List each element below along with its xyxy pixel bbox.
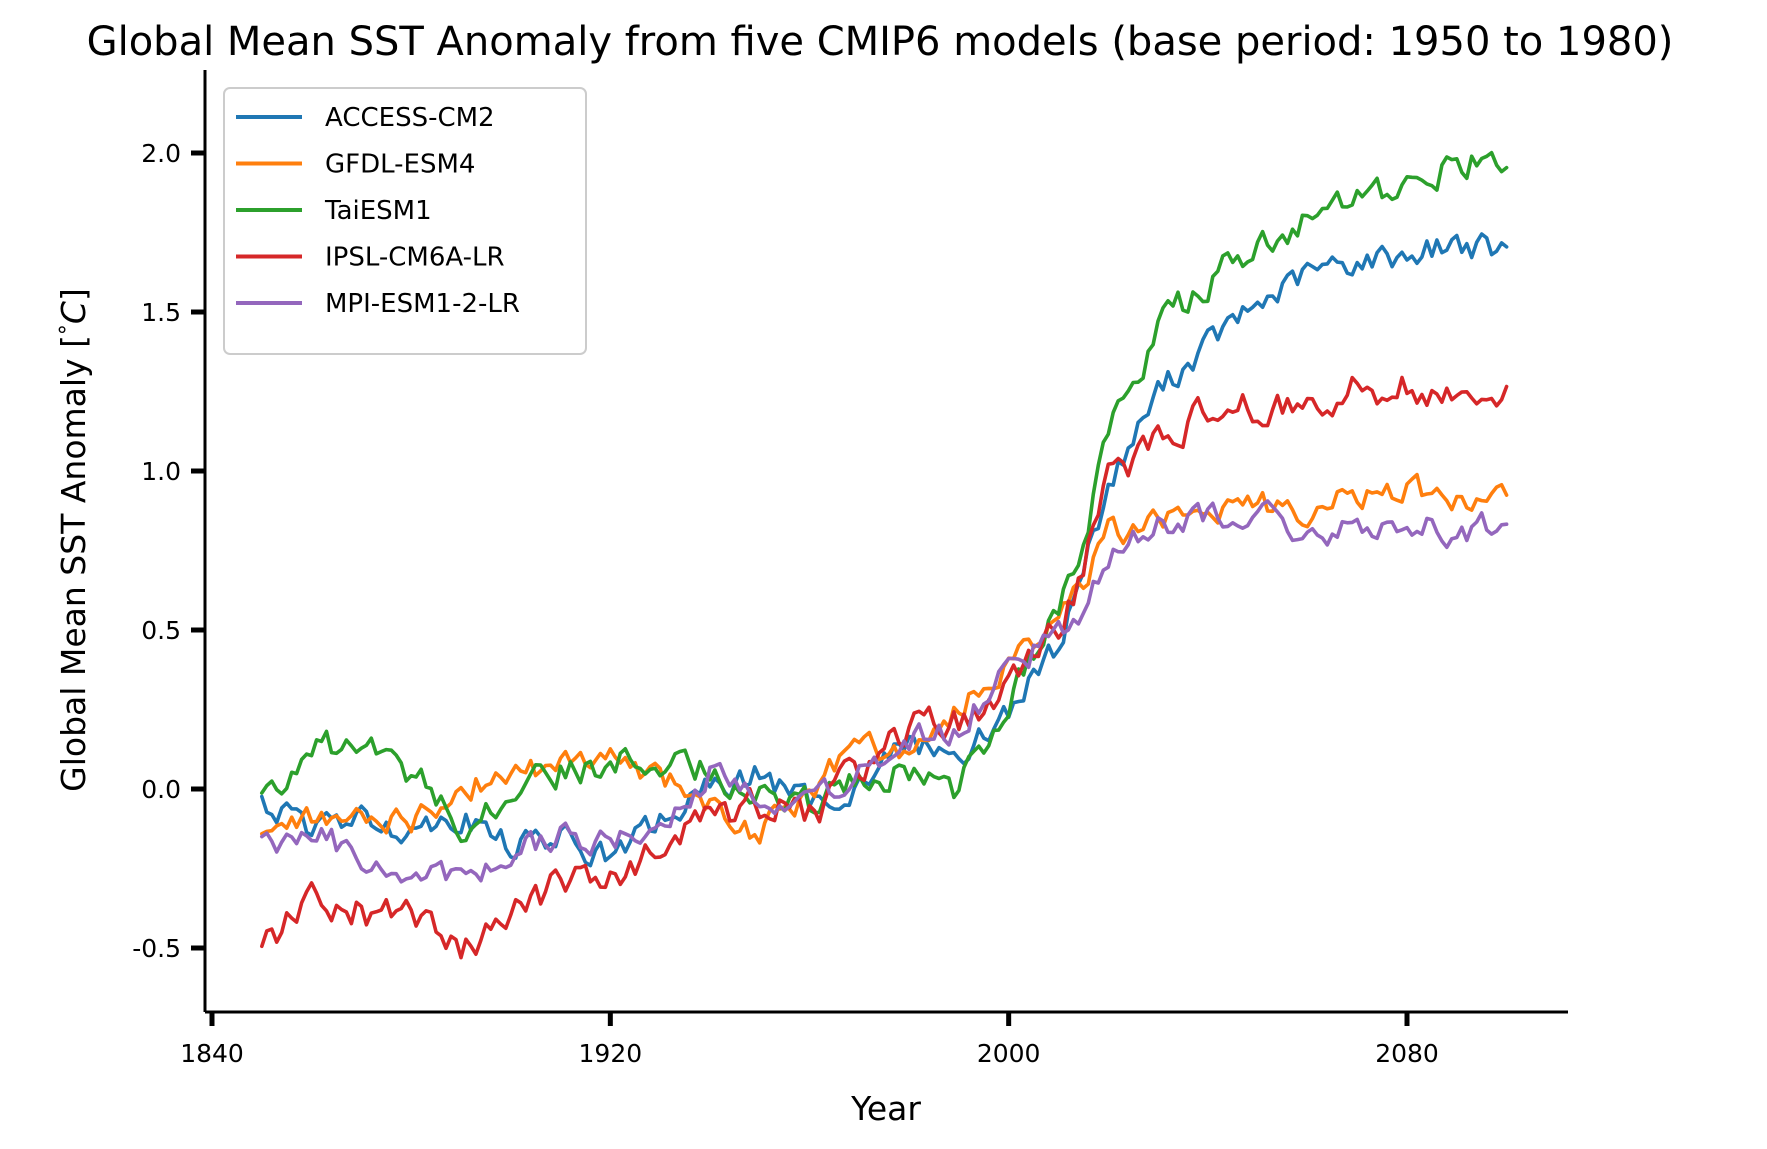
chart-title: Global Mean SST Anomaly from five CMIP6 … [87,19,1674,65]
x-axis-ticks: 1840 1920 2000 2080 [180,1012,1439,1068]
series-line-ipsl-cm6a-lr [260,375,1509,960]
plot-area [260,150,1509,960]
x-tick-label: 1920 [579,1039,643,1068]
series-line-access-cm2 [260,232,1509,868]
series-line-mpi-esm1-2-lr [260,499,1509,884]
legend-label: IPSL-CM6A-LR [325,243,505,273]
x-tick-label: 2000 [977,1039,1041,1068]
y-tick-label: -0.5 [132,934,181,963]
y-axis-label: Global Mean SST Anomaly [°C] [54,288,93,792]
series-layer [260,150,1509,960]
x-tick-label: 2080 [1375,1039,1439,1068]
y-axis-ticks: -0.5 0.0 0.5 1.0 1.5 2.0 [132,139,205,963]
x-tick-label: 1840 [180,1039,244,1068]
y-tick-label: 1.0 [141,457,181,486]
legend-label: TaiESM1 [324,196,432,226]
legend-frame [223,87,587,355]
y-tick-label: 0.5 [141,616,181,645]
series-line-taiesm1 [260,150,1509,844]
y-tick-label: 1.5 [141,298,181,327]
y-tick-label: 2.0 [141,139,181,168]
legend-label: ACCESS-CM2 [325,103,495,133]
legend: ACCESS-CM2 GFDL-ESM4 TaiESM1 IPSL-CM6A-LR MP… [223,87,587,355]
y-tick-label: 0.0 [141,775,181,804]
legend-items: ACCESS-CM2 GFDL-ESM4 TaiESM1 IPSL-CM6A-LR MP… [236,103,520,319]
legend-label: MPI-ESM1-2-LR [325,289,520,319]
legend-label: GFDL-ESM4 [325,150,475,180]
series-line-gfdl-esm4 [260,472,1509,845]
x-axis-label: Year [850,1089,921,1128]
